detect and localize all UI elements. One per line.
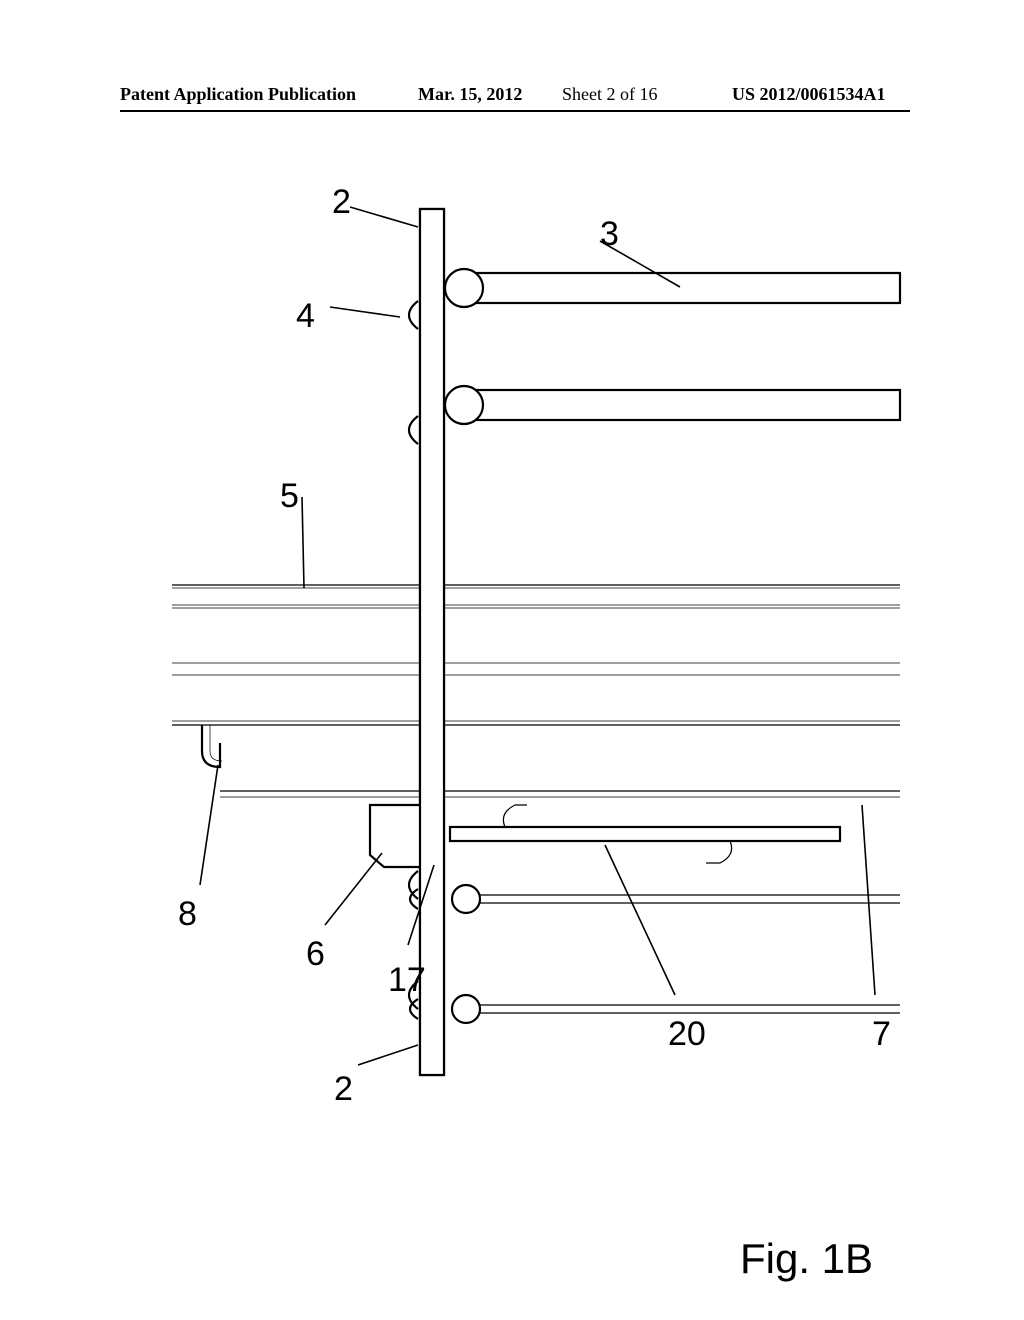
ref-label-6: 6 xyxy=(306,935,325,974)
figure-caption: Fig. 1B xyxy=(740,1235,873,1283)
ref-label-8: 8 xyxy=(178,895,197,934)
ref-label-2-top: 2 xyxy=(332,183,351,222)
ref-label-17: 17 xyxy=(388,961,426,1000)
ref-label-3: 3 xyxy=(600,215,619,254)
sheet-number: Sheet 2 of 16 xyxy=(562,84,657,105)
header-rule xyxy=(120,110,910,112)
ref-label-5: 5 xyxy=(280,477,299,516)
page-root: { "header": { "publication_label": "Pate… xyxy=(0,0,1024,1320)
ref-label-2-bot: 2 xyxy=(334,1070,353,1109)
page-header: Patent Application Publication Mar. 15, … xyxy=(0,84,1024,114)
figure-1b: Fig. 1B 2 3 4 5 8 6 17 20 7 2 xyxy=(120,165,910,1145)
publication-date: Mar. 15, 2012 xyxy=(418,84,522,105)
ref-label-4: 4 xyxy=(296,297,315,336)
publication-label: Patent Application Publication xyxy=(120,84,356,105)
ref-label-20: 20 xyxy=(668,1015,706,1054)
document-number: US 2012/0061534A1 xyxy=(732,84,886,105)
ref-label-7: 7 xyxy=(872,1015,891,1054)
patent-figure-svg xyxy=(120,165,910,1145)
